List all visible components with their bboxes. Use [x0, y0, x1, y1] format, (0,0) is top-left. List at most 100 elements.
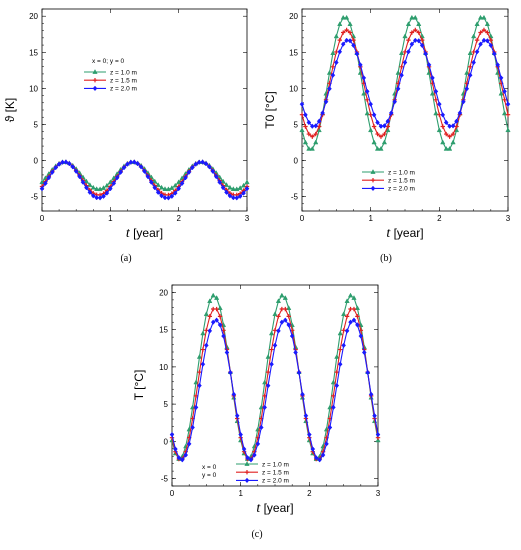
legend-entry: z = 1.0 m [110, 69, 137, 76]
data-point [450, 139, 456, 145]
data-point [474, 37, 480, 43]
data-point [276, 314, 281, 319]
y-axis-label: T0 [°C] [263, 91, 277, 128]
y-axis-label: T [°C] [132, 370, 146, 401]
data-point [162, 186, 168, 191]
data-point [231, 195, 236, 201]
data-point [220, 178, 226, 184]
legend-marker [92, 85, 98, 92]
data-point [467, 50, 473, 56]
data-point [347, 30, 353, 35]
y-tick-label: -5 [161, 475, 169, 484]
data-point [179, 180, 185, 187]
data-point [303, 413, 309, 419]
data-point [447, 134, 452, 139]
data-point [351, 295, 357, 300]
data-point [77, 173, 82, 180]
data-point [450, 131, 456, 137]
data-point [433, 97, 439, 103]
data-point [299, 127, 305, 133]
data-point [258, 424, 264, 431]
data-point [341, 342, 346, 349]
x-tick-label: 0 [170, 489, 175, 498]
data-point [272, 328, 278, 333]
data-point [399, 64, 404, 70]
x-tick-label: 2 [176, 214, 181, 223]
data-point [313, 455, 319, 461]
data-point [412, 37, 418, 44]
data-point [385, 118, 391, 124]
data-point [409, 14, 415, 20]
data-point [474, 21, 480, 27]
y-tick-label: 15 [289, 48, 298, 57]
data-point [354, 50, 360, 57]
data-point [138, 164, 144, 170]
data-point [172, 190, 178, 196]
data-point [347, 292, 354, 298]
y-tick-label: 20 [159, 288, 168, 297]
data-point [279, 292, 285, 298]
x-tick-label: 0 [300, 214, 305, 223]
data-point [505, 101, 511, 107]
data-point [316, 118, 322, 124]
annotation: y = 0 [202, 472, 217, 479]
data-point [423, 50, 428, 57]
data-point [196, 159, 202, 165]
x-axis-unit: [year] [390, 226, 423, 240]
x-axis-label: t [year] [256, 501, 293, 516]
data-point [197, 382, 202, 389]
x-axis-symbol: t [256, 501, 261, 516]
data-point [471, 59, 476, 66]
data-point [228, 369, 233, 376]
chart-panel-a: 0 1 2 3 -5 0 5 10 15 20 t [year] ϑ [K] z = 1.0 m z = … [3, 8, 250, 264]
data-point [419, 42, 425, 49]
data-point [395, 86, 401, 92]
data-point [49, 169, 55, 175]
x-axis-label: t [year] [126, 226, 163, 241]
y-tick-label: 15 [159, 326, 168, 335]
data-point [87, 182, 93, 187]
data-point [481, 27, 487, 33]
legend-marker [244, 461, 250, 466]
data-point [152, 178, 158, 184]
data-point [316, 124, 322, 129]
data-point [375, 437, 381, 443]
data-point [454, 118, 459, 124]
x-tick-label: 1 [368, 214, 373, 223]
data-point [203, 160, 209, 167]
data-point [101, 193, 106, 199]
data-point [289, 333, 295, 339]
data-point [429, 90, 436, 96]
data-point [234, 195, 240, 201]
data-point [444, 131, 449, 137]
data-point [331, 404, 336, 411]
data-point [207, 314, 212, 319]
data-point [231, 391, 237, 398]
annotation: x = 0 [202, 464, 217, 471]
panel-label: (b) [380, 253, 392, 264]
data-point [351, 37, 356, 43]
data-point [207, 328, 213, 334]
data-point [214, 317, 219, 323]
data-point [409, 30, 415, 35]
data-point [382, 131, 387, 137]
data-point [145, 173, 151, 180]
data-point [94, 195, 99, 201]
data-point [392, 99, 398, 105]
data-point [224, 189, 229, 196]
y-tick-label: 5 [294, 120, 299, 129]
data-point [323, 99, 329, 105]
data-point [320, 452, 326, 458]
data-point [276, 328, 281, 334]
data-point [104, 190, 110, 196]
plot-frame [41, 8, 248, 212]
data-point [341, 328, 346, 333]
data-point [395, 70, 401, 75]
data-point [90, 184, 96, 190]
legend-marker [244, 477, 250, 484]
data-point [324, 441, 329, 447]
data-point [234, 413, 240, 419]
data-point [183, 175, 188, 181]
data-point [149, 179, 154, 185]
